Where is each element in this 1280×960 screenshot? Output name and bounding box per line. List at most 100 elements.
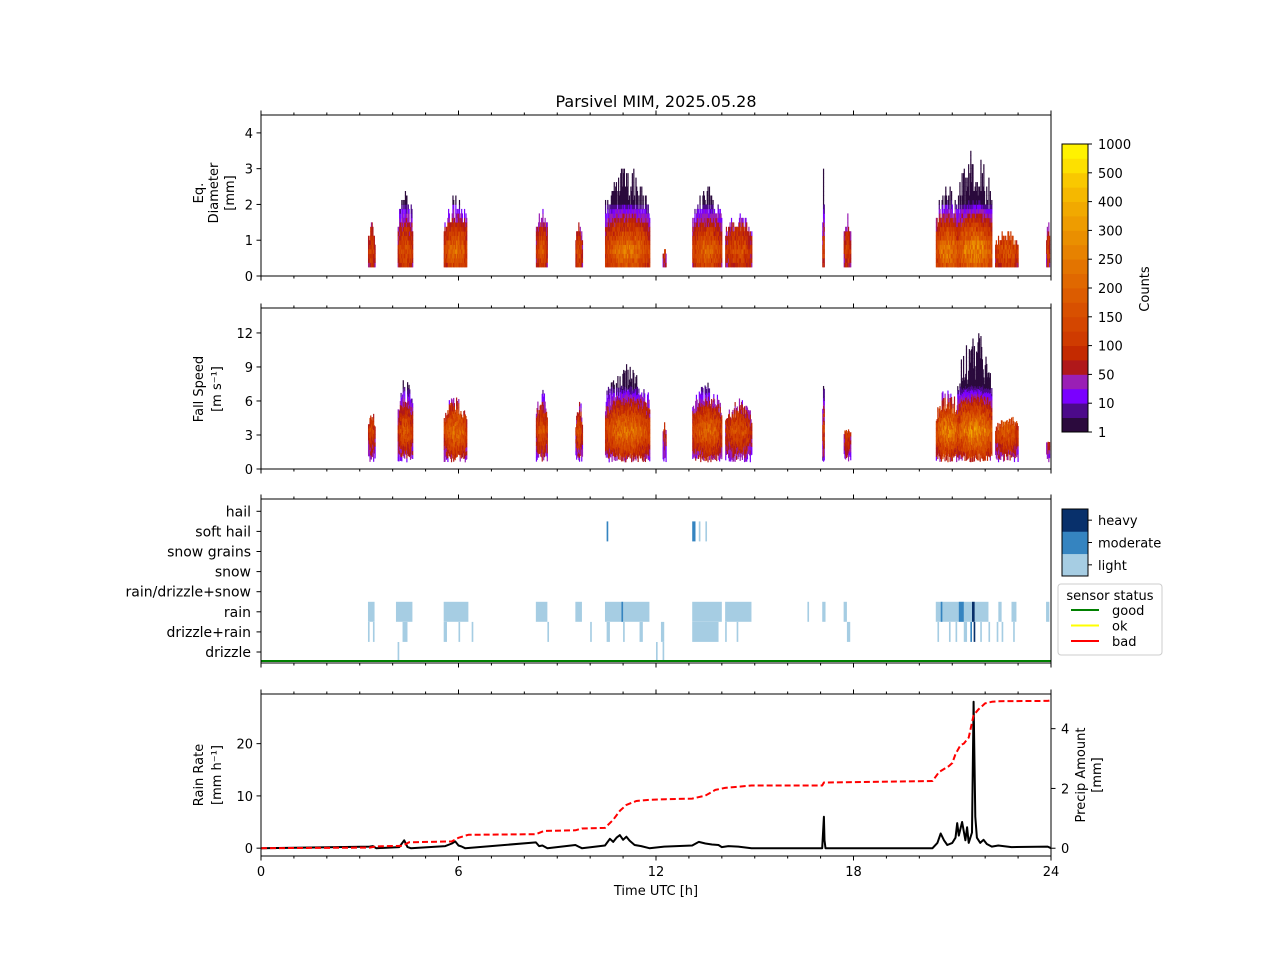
diameter-cell [941, 213, 943, 219]
fall-speed-cell [407, 445, 409, 450]
diameter-cell [613, 240, 615, 245]
diameter-cell [693, 262, 695, 268]
diameter-cell [845, 249, 847, 254]
fall-speed-cell [406, 430, 408, 435]
fall-speed-cell [400, 432, 402, 437]
diameter-cell [700, 262, 702, 268]
diameter-cell [536, 235, 538, 241]
diameter-cell [611, 253, 613, 259]
diameter-cell [694, 213, 696, 219]
diameter-cell [635, 213, 637, 219]
diameter-cell [708, 231, 711, 237]
fall-speed-cell [402, 388, 404, 393]
diameter-cell [455, 226, 457, 232]
diameter-cell [445, 249, 448, 254]
diameter-cell [704, 204, 706, 210]
diameter-cell [607, 217, 610, 223]
y-axis-label: Eq. [192, 183, 207, 204]
diameter-cell [399, 253, 401, 259]
diameter-cell [410, 226, 412, 232]
diameter-cell [1003, 240, 1005, 245]
diameter-cell [455, 217, 458, 223]
diameter-cell [612, 253, 615, 259]
diameter-cell [644, 240, 647, 245]
diameter-cell [732, 262, 734, 268]
diameter-cell [823, 240, 825, 245]
diameter-cell [973, 204, 975, 210]
diameter-cell [707, 204, 709, 210]
diameter-cell [404, 235, 407, 241]
diameter-cell [712, 217, 714, 223]
diameter-cell [719, 244, 721, 250]
diameter-cell [976, 231, 978, 237]
diameter-cell [697, 235, 699, 241]
fall-speed-cell [398, 441, 400, 446]
diameter-cell [405, 208, 407, 214]
diameter-cell [611, 195, 613, 201]
diameter-cell [617, 213, 619, 219]
diameter-cell [576, 253, 578, 259]
diameter-cell [980, 204, 982, 210]
diameter-cell [969, 213, 971, 219]
diameter-cell [464, 253, 466, 259]
diameter-cell [964, 262, 966, 268]
diameter-cell [619, 258, 621, 263]
diameter-cell [620, 213, 622, 219]
diameter-cell [404, 195, 407, 201]
fall-speed-cell [373, 433, 375, 438]
diameter-cell [464, 249, 466, 254]
diameter-cell [745, 258, 747, 263]
diameter-cell [638, 208, 640, 214]
diameter-cell [945, 199, 948, 205]
diameter-cell [721, 217, 723, 223]
diameter-cell [646, 253, 649, 259]
diameter-cell [733, 249, 735, 254]
diameter-cell [960, 217, 963, 223]
diameter-cell [963, 222, 965, 228]
diameter-cell [624, 226, 626, 232]
diameter-cell [958, 222, 960, 228]
diameter-cell [639, 222, 641, 228]
diameter-cell [981, 226, 984, 232]
diameter-cell [735, 235, 738, 241]
diameter-cell [628, 244, 631, 250]
diameter-cell [975, 253, 977, 259]
diameter-cell [614, 208, 616, 214]
diameter-cell [619, 217, 621, 223]
diameter-cell [604, 204, 607, 210]
diameter-cell [401, 231, 403, 237]
diameter-cell [398, 244, 400, 250]
diameter-cell [692, 244, 695, 250]
diameter-cell [402, 213, 404, 219]
diameter-cell [641, 258, 643, 263]
diameter-cell [406, 217, 408, 223]
diameter-cell [664, 249, 666, 254]
diameter-cell [634, 231, 636, 237]
diameter-cell [646, 226, 649, 232]
diameter-cell [693, 222, 695, 228]
diameter-cell [631, 186, 633, 192]
diameter-cell [965, 208, 967, 214]
diameter-cell [407, 253, 409, 259]
diameter-cell [628, 262, 631, 268]
diameter-cell [978, 249, 980, 254]
diameter-cell [693, 249, 695, 254]
diameter-cell [976, 226, 978, 232]
diameter-cell [631, 231, 633, 237]
diameter-cell [701, 222, 703, 228]
diameter-cell [618, 253, 620, 259]
diameter-cell [738, 226, 741, 232]
diameter-cell [411, 235, 413, 241]
diameter-cell [1008, 244, 1011, 250]
diameter-cell [454, 222, 456, 228]
diameter-cell [463, 231, 466, 237]
diameter-cell [944, 231, 946, 237]
diameter-cell [458, 213, 460, 219]
diameter-cell [1007, 249, 1009, 254]
diameter-cell [635, 249, 637, 254]
diameter-cell [740, 235, 742, 241]
diameter-cell [644, 213, 646, 219]
diameter-cell [631, 253, 633, 259]
diameter-cell [956, 235, 958, 241]
diameter-cell [465, 213, 467, 219]
